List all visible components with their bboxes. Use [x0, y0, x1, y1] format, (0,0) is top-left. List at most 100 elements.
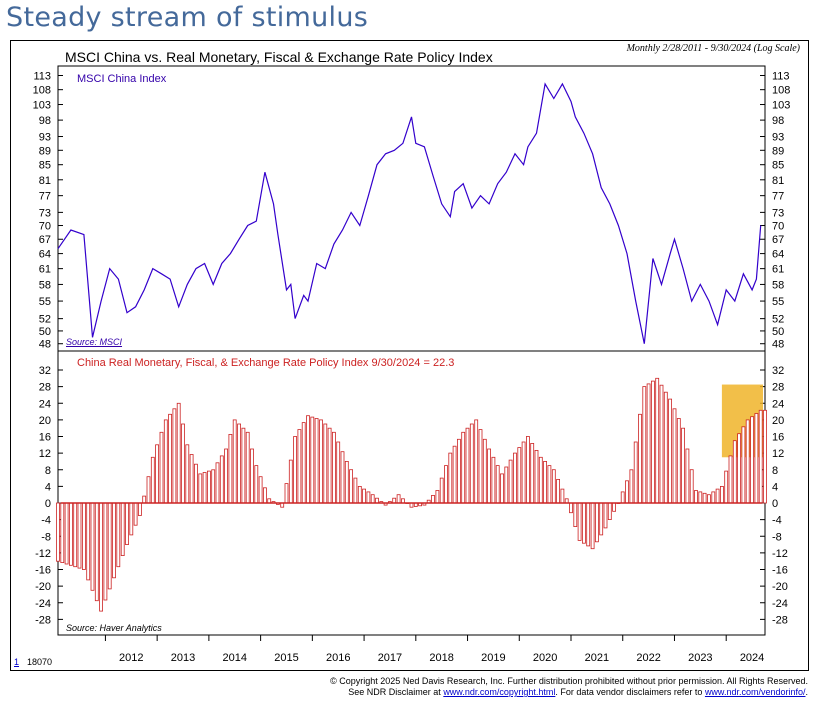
policy-index-bar — [181, 423, 185, 504]
y-tick-label-right: 32 — [772, 365, 784, 377]
policy-index-bar — [206, 470, 211, 504]
policy-index-bar — [517, 447, 522, 504]
x-tick-label: 2014 — [223, 652, 247, 664]
y-tick-label-left: 32 — [39, 365, 51, 377]
policy-index-bar — [56, 502, 60, 562]
vendorinfo-link[interactable]: www.ndr.com/vendorinfo/ — [704, 687, 806, 697]
y-tick-label-right: 20 — [772, 415, 784, 427]
policy-index-bar — [495, 465, 500, 504]
policy-index-bar — [577, 502, 582, 541]
y-tick-label-right: 48 — [772, 339, 784, 351]
y-tick-label-right: 67 — [772, 234, 784, 246]
policy-index-bar — [228, 433, 233, 504]
policy-index-bar — [219, 455, 224, 504]
y-tick-label-left: 85 — [39, 160, 51, 172]
policy-index-bar — [720, 485, 724, 504]
y-tick-label-left: -16 — [35, 565, 51, 577]
policy-index-bar — [155, 444, 160, 504]
y-tick-label-left: -28 — [35, 614, 51, 626]
policy-index-bar — [763, 409, 767, 504]
policy-index-bar — [620, 491, 625, 504]
policy-index-bar — [353, 477, 358, 504]
policy-index-bar — [69, 502, 73, 566]
policy-index-bar — [215, 462, 220, 504]
policy-index-bar — [310, 416, 315, 504]
y-tick-label-right: 58 — [772, 279, 784, 291]
policy-index-bar — [77, 502, 82, 569]
policy-index-bar — [500, 473, 504, 504]
policy-index-bar — [168, 413, 173, 504]
x-tick-label: 2023 — [688, 652, 712, 664]
policy-index-bar — [73, 502, 78, 568]
y-tick-label-right: 24 — [772, 398, 784, 410]
x-tick-label: 2019 — [481, 652, 505, 664]
policy-index-bar — [482, 438, 487, 504]
policy-index-bar — [306, 415, 310, 504]
policy-index-bar — [202, 472, 207, 504]
policy-index-bar — [323, 423, 328, 504]
x-tick-label: 2022 — [636, 652, 660, 664]
policy-index-bar — [595, 502, 599, 543]
policy-index-bar — [232, 419, 237, 504]
policy-index-bar — [431, 494, 435, 504]
x-tick-label: 2021 — [585, 652, 609, 664]
y-tick-label-right: 77 — [772, 191, 784, 203]
x-tick-label: 2018 — [429, 652, 453, 664]
policy-index-bar — [547, 465, 552, 504]
policy-index-bar — [655, 377, 660, 504]
policy-index-bar — [331, 431, 336, 504]
policy-index-bar — [633, 441, 638, 504]
policy-index-bar — [150, 456, 155, 504]
y-tick-label-left: -20 — [35, 581, 51, 593]
y-tick-label-right: 93 — [772, 132, 784, 144]
policy-index-bar — [189, 454, 194, 504]
policy-index-bar — [732, 440, 737, 504]
y-tick-label-left: 52 — [39, 314, 51, 326]
y-tick-label-left: 16 — [39, 432, 51, 444]
policy-index-bar — [663, 391, 668, 504]
x-tick-label: 2017 — [378, 652, 402, 664]
y-tick-label-left: 108 — [33, 85, 51, 97]
policy-index-bar — [90, 502, 95, 591]
y-tick-label-left: 55 — [39, 296, 51, 308]
policy-index-bar — [582, 502, 586, 544]
x-tick-label: 2016 — [326, 652, 350, 664]
policy-index-bar — [116, 502, 121, 568]
y-tick-label-right: 61 — [772, 264, 784, 276]
y-tick-label-right: -12 — [772, 548, 788, 560]
policy-index-bar — [607, 502, 612, 521]
policy-index-bar — [193, 463, 198, 504]
y-tick-label-right: 52 — [772, 314, 784, 326]
chart-id-link[interactable]: 1 — [14, 657, 20, 667]
policy-index-bar — [159, 431, 164, 504]
policy-index-bar — [107, 502, 112, 590]
y-tick-label-left: -4 — [41, 515, 51, 527]
y-tick-label-right: 103 — [772, 100, 790, 112]
y-tick-label-left: -8 — [41, 531, 51, 543]
policy-index-bar — [538, 456, 543, 504]
x-tick-label: 2020 — [533, 652, 557, 664]
policy-index-bar — [711, 491, 716, 504]
policy-index-bar — [629, 469, 634, 504]
policy-index-bar — [543, 460, 547, 504]
chart-frame — [10, 40, 809, 671]
copyright-link[interactable]: www.ndr.com/copyright.html — [443, 687, 556, 697]
policy-index-bar — [698, 491, 703, 504]
policy-index-bar — [672, 408, 677, 504]
policy-index-bar — [603, 502, 608, 529]
policy-index-bar — [642, 386, 647, 504]
source-msci[interactable]: Source: MSCI — [66, 337, 123, 347]
legend-policy-index: China Real Monetary, Fiscal, & Exchange … — [77, 357, 455, 369]
y-tick-label-right: 55 — [772, 296, 784, 308]
policy-index-bar — [724, 470, 729, 504]
policy-index-bar — [176, 402, 181, 504]
policy-index-bar — [676, 418, 681, 504]
policy-index-bar — [198, 473, 203, 504]
policy-index-bar — [314, 418, 319, 504]
policy-index-bar — [526, 436, 530, 504]
policy-index-bar — [112, 502, 116, 579]
policy-index-bar — [487, 448, 492, 504]
policy-index-bar — [258, 476, 263, 504]
policy-index-bar — [60, 502, 65, 563]
y-tick-label-right: 89 — [772, 145, 784, 157]
